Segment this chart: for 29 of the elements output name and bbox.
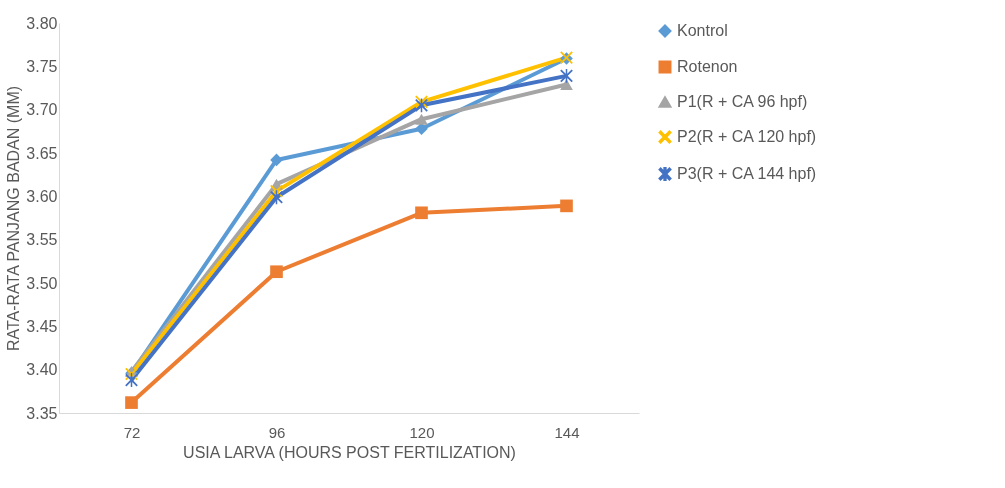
- point: [270, 153, 283, 167]
- legend-label: Rotenon: [677, 58, 738, 75]
- y-tick-label: 3.70: [26, 101, 58, 119]
- y-tick-label: 3.35: [26, 404, 58, 422]
- y-tick-label: 3.40: [26, 361, 58, 379]
- legend-label: P1(R + CA 96 hpf): [677, 93, 808, 110]
- y-tick-label: 3.75: [26, 57, 58, 75]
- x-tick-label: 96: [268, 423, 286, 441]
- legend-label: P3(R + CA 144 hpf): [677, 165, 817, 182]
- x-tick-label: 72: [123, 423, 141, 441]
- legend-label: P2(R + CA 120 hpf): [677, 128, 817, 145]
- point: [560, 199, 573, 213]
- y-tick-label: 3.50: [26, 274, 58, 292]
- point: [415, 113, 428, 125]
- x-axis-title: USIA LARVA (HOURS POST FERTILIZATION): [183, 443, 516, 461]
- y-tick-label: 3.55: [26, 231, 58, 249]
- y-tick-label: 3.45: [26, 317, 58, 335]
- point: [270, 265, 283, 279]
- x-tick-label: 120: [409, 423, 435, 441]
- y-tick-label: 3.80: [26, 14, 58, 32]
- y-tick-label: 3.60: [26, 187, 58, 205]
- y-axis-title: RATA-RATA PANJANG BADAN (MM): [5, 85, 23, 352]
- x-tick-label: 144: [554, 423, 580, 441]
- point: [415, 206, 428, 220]
- point: [415, 98, 428, 113]
- point: [125, 396, 138, 409]
- y-tick-label: 3.65: [26, 144, 58, 162]
- point: [560, 79, 573, 91]
- legend-label: Kontrol: [677, 22, 728, 39]
